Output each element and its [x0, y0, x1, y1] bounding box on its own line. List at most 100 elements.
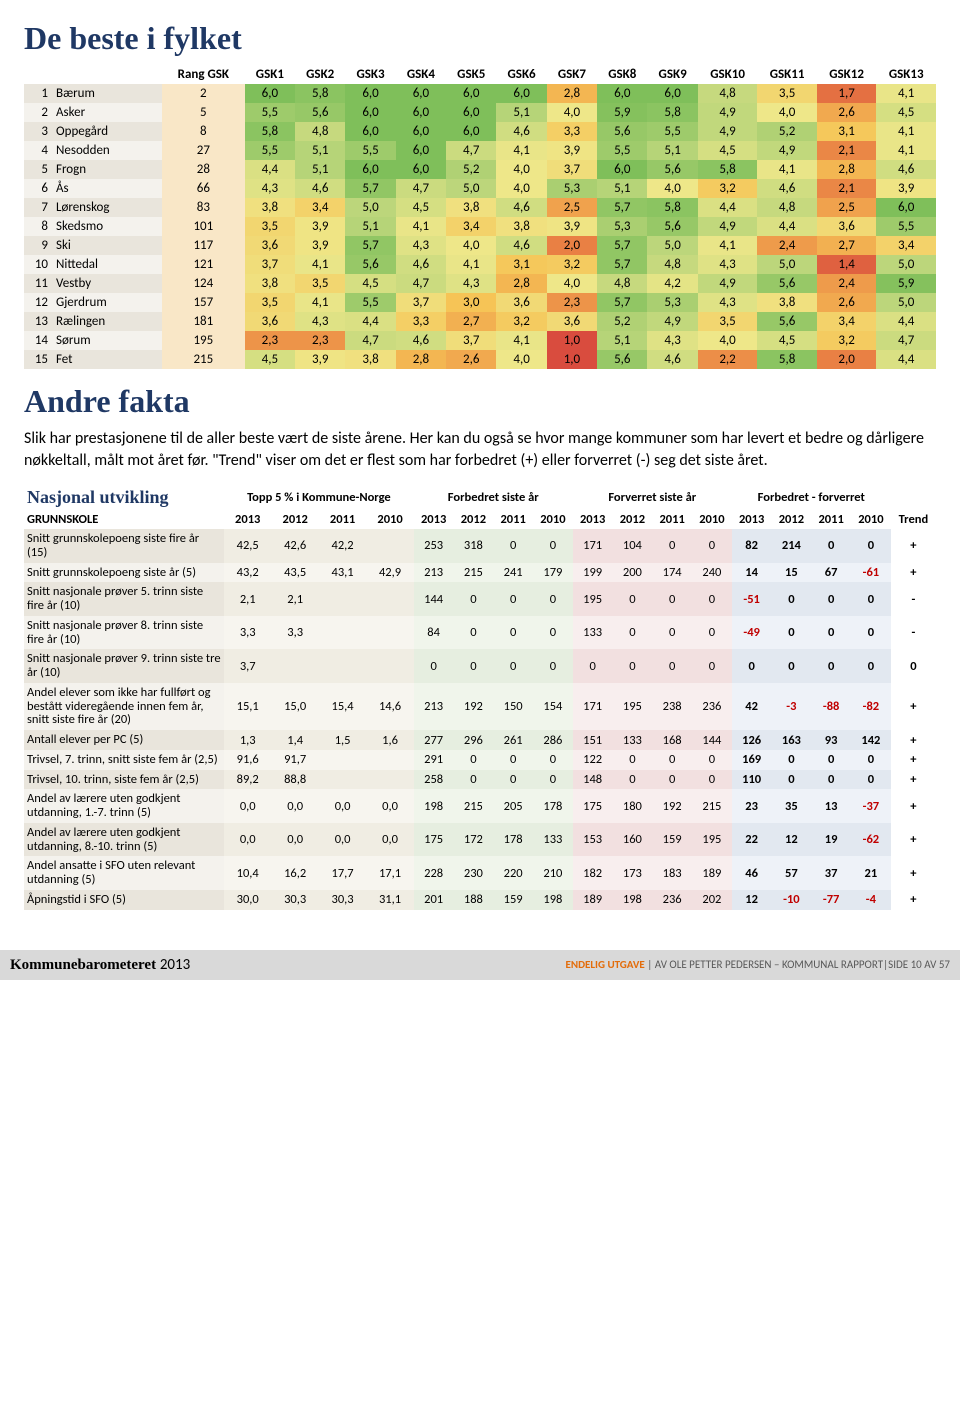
- data-cell: 0: [851, 770, 891, 790]
- heat-cell: 5,8: [245, 122, 295, 141]
- data-cell: 15,0: [271, 683, 318, 730]
- data-cell: 0: [454, 582, 494, 616]
- page-footer: Kommunebarometeret 2013 ENDELIG UTGAVE |…: [0, 950, 960, 980]
- heat-cell: 4,0: [757, 103, 817, 122]
- data-cell: -51: [732, 582, 772, 616]
- heat-cell: 4,6: [396, 331, 446, 350]
- heat-cell: 5,7: [345, 179, 395, 198]
- footer-endelig: ENDELIG UTGAVE: [565, 958, 644, 971]
- heat-cell: 4,5: [757, 331, 817, 350]
- data-cell: 0: [613, 616, 653, 650]
- footer-rest: | AV OLE PETTER PEDERSEN – KOMMUNAL RAPP…: [645, 958, 950, 971]
- rang-cell: 2: [162, 84, 245, 103]
- name-cell: Fet: [52, 350, 162, 369]
- data-cell: 144: [692, 730, 732, 750]
- rank-cell: 5: [24, 160, 52, 179]
- data-cell: 0: [652, 649, 692, 683]
- t1-header: Rang GSK: [162, 65, 245, 84]
- county-table: Rang GSKGSK1GSK2GSK3GSK4GSK5GSK6GSK7GSK8…: [24, 65, 936, 369]
- data-cell: 150: [493, 683, 533, 730]
- heat-cell: 2,5: [547, 198, 597, 217]
- heat-cell: 4,4: [245, 160, 295, 179]
- name-cell: Nittedal: [52, 255, 162, 274]
- heat-cell: 4,1: [876, 122, 936, 141]
- heat-cell: 5,8: [647, 198, 697, 217]
- data-cell: 30,0: [224, 890, 271, 910]
- data-cell: 3,7: [224, 649, 271, 683]
- rang-cell: 215: [162, 350, 245, 369]
- heat-cell: 4,0: [547, 274, 597, 293]
- data-cell: 0: [811, 770, 851, 790]
- heat-cell: 3,5: [757, 84, 817, 103]
- heat-cell: 4,1: [876, 84, 936, 103]
- data-cell: 0: [772, 750, 812, 770]
- heat-cell: 6,0: [396, 160, 446, 179]
- name-cell: Lørenskog: [52, 198, 162, 217]
- data-cell: 12: [772, 823, 812, 857]
- heat-cell: 5,7: [597, 236, 647, 255]
- data-cell: [366, 616, 413, 650]
- heat-cell: 3,3: [547, 122, 597, 141]
- data-cell: 291: [414, 750, 454, 770]
- t2-year-header: 2013: [573, 510, 613, 529]
- data-cell: 0,0: [366, 789, 413, 823]
- data-cell: 173: [613, 856, 653, 890]
- heat-cell: 5,5: [345, 141, 395, 160]
- heat-cell: 4,3: [245, 179, 295, 198]
- heat-cell: 5,6: [647, 160, 697, 179]
- heat-cell: 5,0: [757, 255, 817, 274]
- heat-cell: 4,8: [698, 84, 758, 103]
- data-cell: 0,0: [271, 789, 318, 823]
- data-cell: 0: [613, 770, 653, 790]
- t1-header: GSK8: [597, 65, 647, 84]
- data-cell: 104: [613, 529, 653, 563]
- data-cell: 201: [414, 890, 454, 910]
- t1-header: GSK3: [345, 65, 395, 84]
- heat-cell: 5,5: [245, 141, 295, 160]
- heat-cell: 4,5: [345, 274, 395, 293]
- data-cell: 122: [573, 750, 613, 770]
- footer-logo-a: Kommune: [10, 957, 78, 973]
- data-cell: 43,2: [224, 563, 271, 583]
- data-cell: 142: [851, 730, 891, 750]
- data-cell: 258: [414, 770, 454, 790]
- table-row: Snitt nasjonale prøver 9. trinn siste tr…: [24, 649, 936, 683]
- t1-header: GSK10: [698, 65, 758, 84]
- table-row: 5Frogn284,45,16,06,05,24,03,76,05,65,84,…: [24, 160, 936, 179]
- data-cell: 0: [454, 770, 494, 790]
- heat-cell: 2,6: [817, 293, 877, 312]
- t1-header: GSK4: [396, 65, 446, 84]
- heat-cell: 4,5: [245, 350, 295, 369]
- data-cell: -88: [811, 683, 851, 730]
- rank-cell: 12: [24, 293, 52, 312]
- heat-cell: 5,3: [647, 293, 697, 312]
- rank-cell: 11: [24, 274, 52, 293]
- row-label-cell: Snitt nasjonale prøver 8. trinn siste fi…: [24, 616, 224, 650]
- data-cell: 0,0: [366, 823, 413, 857]
- data-cell: 0: [533, 616, 573, 650]
- table-row: 11Vestby1243,83,54,54,74,32,84,04,84,24,…: [24, 274, 936, 293]
- data-cell: 0: [692, 616, 732, 650]
- data-cell: 82: [732, 529, 772, 563]
- heat-cell: 3,8: [345, 350, 395, 369]
- heat-cell: 4,9: [698, 217, 758, 236]
- heat-cell: 4,0: [547, 103, 597, 122]
- heat-cell: 2,2: [698, 350, 758, 369]
- t1-header: GSK2: [295, 65, 345, 84]
- data-cell: -10: [772, 890, 812, 910]
- trend-cell: 0: [891, 649, 936, 683]
- data-cell: -82: [851, 683, 891, 730]
- data-cell: 0: [772, 616, 812, 650]
- trend-cell: +: [891, 750, 936, 770]
- table-row: 1Bærum26,05,86,06,06,06,02,86,06,04,83,5…: [24, 84, 936, 103]
- heat-cell: 4,1: [446, 255, 496, 274]
- heat-cell: 4,0: [496, 350, 546, 369]
- data-cell: 171: [573, 683, 613, 730]
- heat-cell: 4,3: [446, 274, 496, 293]
- name-cell: Rælingen: [52, 312, 162, 331]
- name-cell: Frogn: [52, 160, 162, 179]
- rang-cell: 157: [162, 293, 245, 312]
- heat-cell: 5,7: [597, 293, 647, 312]
- data-cell: 42,9: [366, 563, 413, 583]
- data-cell: 15,4: [319, 683, 366, 730]
